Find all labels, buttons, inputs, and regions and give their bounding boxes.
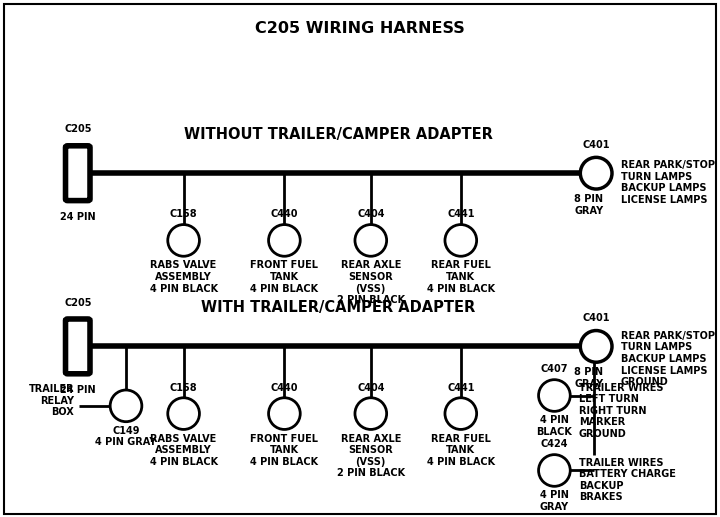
Text: C158: C158 <box>170 383 197 392</box>
Ellipse shape <box>168 398 199 430</box>
Text: 24 PIN: 24 PIN <box>60 212 96 222</box>
Ellipse shape <box>580 330 612 362</box>
Text: WITH TRAILER/CAMPER ADAPTER: WITH TRAILER/CAMPER ADAPTER <box>202 300 475 315</box>
Text: RABS VALVE
ASSEMBLY
4 PIN BLACK: RABS VALVE ASSEMBLY 4 PIN BLACK <box>150 434 217 467</box>
Text: C424: C424 <box>541 439 568 449</box>
Ellipse shape <box>269 224 300 256</box>
Text: C205: C205 <box>64 298 91 308</box>
Text: C441: C441 <box>447 383 474 392</box>
Text: REAR PARK/STOP
TURN LAMPS
BACKUP LAMPS
LICENSE LAMPS
GROUND: REAR PARK/STOP TURN LAMPS BACKUP LAMPS L… <box>621 331 715 387</box>
Text: 24 PIN: 24 PIN <box>60 385 96 395</box>
Text: REAR FUEL
TANK
4 PIN BLACK: REAR FUEL TANK 4 PIN BLACK <box>427 261 495 294</box>
Ellipse shape <box>110 390 142 422</box>
Ellipse shape <box>539 454 570 486</box>
Text: REAR PARK/STOP
TURN LAMPS
BACKUP LAMPS
LICENSE LAMPS: REAR PARK/STOP TURN LAMPS BACKUP LAMPS L… <box>621 160 715 205</box>
Text: C407: C407 <box>541 364 568 374</box>
Ellipse shape <box>168 224 199 256</box>
Ellipse shape <box>355 224 387 256</box>
FancyBboxPatch shape <box>66 319 90 374</box>
Ellipse shape <box>355 398 387 430</box>
Text: C440: C440 <box>271 383 298 392</box>
Text: TRAILER
RELAY
BOX: TRAILER RELAY BOX <box>29 384 74 417</box>
Text: 8 PIN
GRAY: 8 PIN GRAY <box>575 368 603 389</box>
Text: C158: C158 <box>170 209 197 219</box>
Text: REAR FUEL
TANK
4 PIN BLACK: REAR FUEL TANK 4 PIN BLACK <box>427 434 495 467</box>
Text: C205 WIRING HARNESS: C205 WIRING HARNESS <box>255 21 465 36</box>
Ellipse shape <box>539 379 570 412</box>
Text: C404: C404 <box>357 383 384 392</box>
Text: WITHOUT TRAILER/CAMPER ADAPTER: WITHOUT TRAILER/CAMPER ADAPTER <box>184 127 492 142</box>
Text: 8 PIN
GRAY: 8 PIN GRAY <box>575 194 603 216</box>
Text: C401: C401 <box>582 313 610 323</box>
Text: RABS VALVE
ASSEMBLY
4 PIN BLACK: RABS VALVE ASSEMBLY 4 PIN BLACK <box>150 261 217 294</box>
Ellipse shape <box>580 157 612 189</box>
Text: C441: C441 <box>447 209 474 219</box>
Text: TRAILER WIRES
BATTERY CHARGE
BACKUP
BRAKES: TRAILER WIRES BATTERY CHARGE BACKUP BRAK… <box>579 458 676 503</box>
Ellipse shape <box>445 224 477 256</box>
Text: 4 PIN
GRAY: 4 PIN GRAY <box>540 491 569 512</box>
Text: C149
4 PIN GRAY: C149 4 PIN GRAY <box>95 426 157 447</box>
Text: TRAILER WIRES
LEFT TURN
RIGHT TURN
MARKER
GROUND: TRAILER WIRES LEFT TURN RIGHT TURN MARKE… <box>579 383 663 439</box>
Text: C404: C404 <box>357 209 384 219</box>
Ellipse shape <box>445 398 477 430</box>
Text: REAR AXLE
SENSOR
(VSS)
2 PIN BLACK: REAR AXLE SENSOR (VSS) 2 PIN BLACK <box>337 434 405 478</box>
Text: 4 PIN
BLACK: 4 PIN BLACK <box>536 416 572 437</box>
Text: C205: C205 <box>64 125 91 134</box>
Text: C440: C440 <box>271 209 298 219</box>
Text: C401: C401 <box>582 140 610 149</box>
Text: REAR AXLE
SENSOR
(VSS)
2 PIN BLACK: REAR AXLE SENSOR (VSS) 2 PIN BLACK <box>337 261 405 305</box>
Text: FRONT FUEL
TANK
4 PIN BLACK: FRONT FUEL TANK 4 PIN BLACK <box>251 261 318 294</box>
Text: FRONT FUEL
TANK
4 PIN BLACK: FRONT FUEL TANK 4 PIN BLACK <box>251 434 318 467</box>
FancyBboxPatch shape <box>66 146 90 201</box>
Ellipse shape <box>269 398 300 430</box>
